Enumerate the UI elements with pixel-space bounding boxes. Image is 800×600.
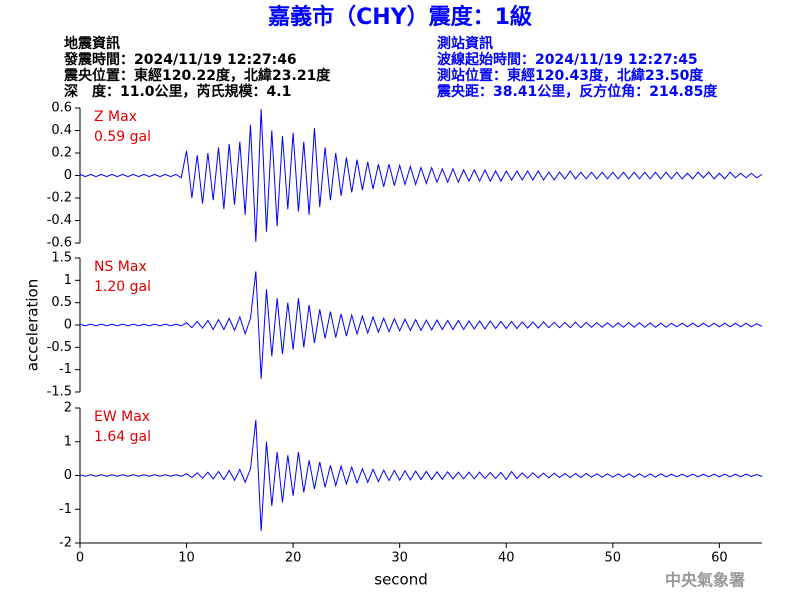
station-info: 測站資訊 波線起始時間：2024/11/19 12:27:45 測站位置：東經1…: [436, 35, 718, 100]
info-line: 測站位置：東經120.43度，北緯23.50度: [437, 67, 704, 84]
x-axis-label: second: [374, 571, 428, 589]
waveform: [79, 271, 763, 379]
info-line: 地震資訊: [64, 35, 120, 52]
panel-label: EW Max: [94, 409, 150, 425]
info-line: 震央距：38.41公里，反方位角：214.85度: [436, 83, 718, 100]
y-tick-label: -1: [59, 502, 72, 517]
footer: 中央氣象署: [665, 571, 745, 590]
y-axis-label: acceleration: [24, 279, 42, 371]
y-tick-label: 0.6: [51, 101, 72, 116]
max-label: 1.20 gal: [94, 279, 151, 295]
x-tick-label: 50: [605, 551, 622, 566]
x-tick-label: 30: [391, 551, 408, 566]
y-tick-label: 0.2: [51, 146, 72, 161]
waveform: [79, 109, 763, 242]
y-tick-label: -0.2: [47, 191, 72, 206]
y-tick-label: -1: [59, 362, 72, 377]
y-tick-label: -0.6: [47, 236, 72, 251]
y-tick-label: 1: [64, 273, 72, 288]
y-tick-label: -0.4: [47, 213, 72, 228]
panel-label: Z Max: [94, 109, 137, 125]
max-label: 1.64 gal: [94, 429, 151, 445]
x-tick-label: 20: [285, 551, 302, 566]
x-tick-label: 40: [498, 551, 515, 566]
info-line: 震央位置：東經120.22度，北緯23.21度: [63, 67, 331, 84]
y-tick-label: -1.5: [47, 385, 72, 400]
event-info: 地震資訊 發震時間：2024/11/19 12:27:46 震央位置：東經120…: [63, 35, 331, 100]
info-line: 測站資訊: [437, 35, 493, 52]
y-tick-label: 0: [64, 468, 72, 483]
max-label: 0.59 gal: [94, 129, 151, 145]
y-tick-label: 0: [64, 168, 72, 183]
y-tick-label: 2: [64, 401, 72, 416]
info-line: 發震時間：2024/11/19 12:27:46: [63, 51, 297, 68]
y-tick-label: -0.5: [47, 340, 72, 355]
y-tick-label: 0: [64, 318, 72, 333]
x-tick-label: 10: [178, 551, 195, 566]
y-tick-label: 0.5: [51, 295, 72, 310]
y-tick-label: 1: [64, 434, 72, 449]
info-line: 波線起始時間：2024/11/19 12:27:45: [437, 51, 698, 68]
y-tick-label: 1.5: [51, 251, 72, 266]
panel-label: NS Max: [94, 259, 147, 275]
waveform: [79, 420, 763, 531]
info-line: 深 度：11.0公里，芮氏規模：4.1: [64, 83, 291, 100]
y-tick-label: 0.4: [51, 123, 72, 138]
x-tick-label: 0: [76, 551, 84, 566]
y-tick-label: -2: [59, 536, 72, 551]
chart-title: 嘉義市（CHY）震度：1級: [268, 4, 532, 30]
x-tick-label: 60: [711, 551, 728, 566]
